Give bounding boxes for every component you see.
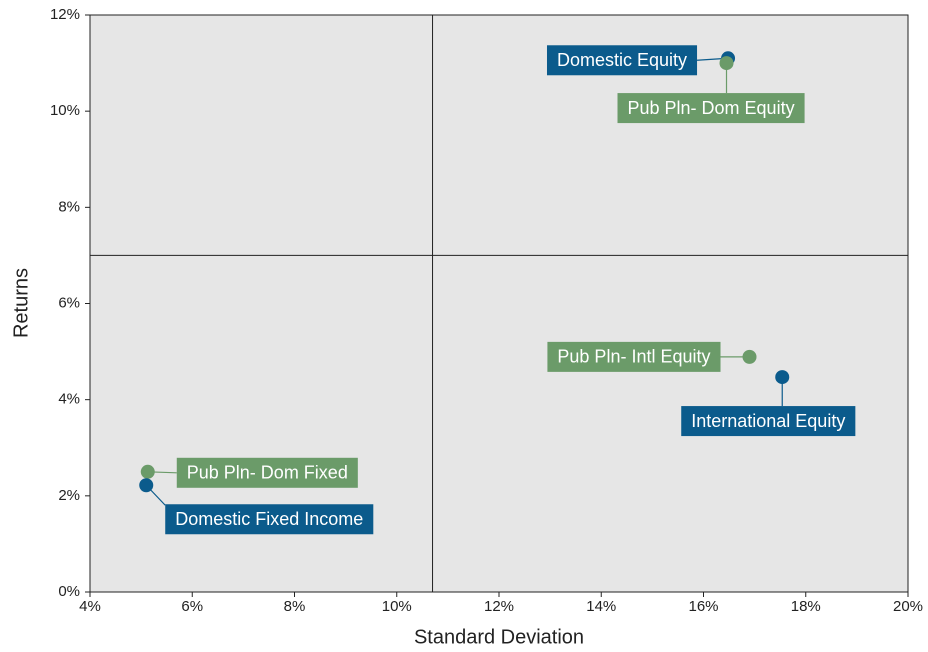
x-tick-label: 10% <box>382 598 412 615</box>
y-tick-label: 6% <box>58 294 80 311</box>
point-label: Domestic Fixed Income <box>175 509 363 529</box>
x-tick-label: 12% <box>484 598 514 615</box>
label-box <box>681 406 856 437</box>
x-axis-title: Standard Deviation <box>414 626 584 648</box>
point <box>139 478 154 493</box>
x-tick-label: 18% <box>791 598 821 615</box>
point-label: Pub Pln- Dom Equity <box>628 98 795 118</box>
y-tick-label: 0% <box>58 583 80 600</box>
label-box <box>165 504 374 535</box>
point <box>719 56 734 71</box>
x-tick-label: 4% <box>79 598 101 615</box>
x-tick-label: 6% <box>181 598 203 615</box>
point-label: International Equity <box>691 411 845 431</box>
label-box <box>547 341 721 372</box>
point <box>140 464 155 479</box>
x-tick-label: 14% <box>586 598 616 615</box>
point <box>742 349 757 364</box>
label-box <box>546 45 698 76</box>
y-tick-label: 10% <box>50 102 80 119</box>
x-tick-label: 16% <box>688 598 718 615</box>
point <box>775 370 790 385</box>
point-label: Domestic Equity <box>557 50 687 70</box>
y-tick-label: 4% <box>58 391 80 408</box>
point-label: Pub Pln- Intl Equity <box>557 347 710 367</box>
x-tick-label: 8% <box>284 598 306 615</box>
label-box <box>176 457 358 488</box>
x-tick-label: 20% <box>893 598 923 615</box>
y-tick-label: 8% <box>58 198 80 215</box>
point-label: Pub Pln- Dom Fixed <box>187 463 348 483</box>
label-box <box>617 93 805 124</box>
y-axis-title: Returns <box>10 268 32 338</box>
y-tick-label: 2% <box>58 487 80 504</box>
y-tick-label: 12% <box>50 6 80 23</box>
